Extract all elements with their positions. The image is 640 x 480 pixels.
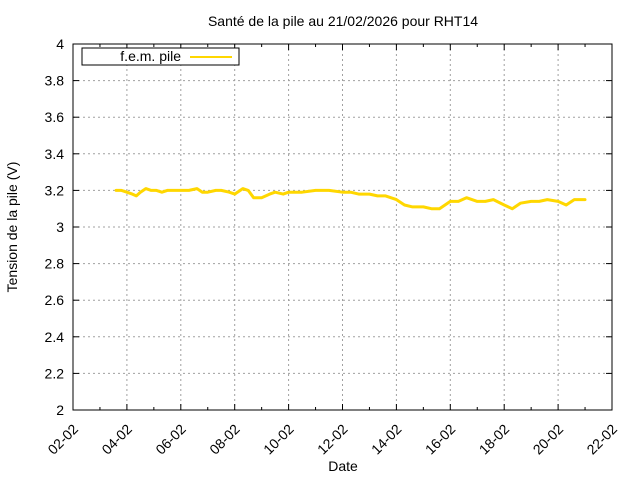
- y-axis-label: Tension de la pile (V): [4, 162, 20, 293]
- x-tick-label: 14-02: [368, 421, 405, 458]
- y-tick-label: 2: [56, 402, 64, 418]
- plot-frame: [72, 43, 613, 411]
- y-tick-label: 3: [56, 219, 64, 235]
- y-tick-label: 2.2: [45, 365, 65, 381]
- x-ticks: 02-02 04-02 06-02 08-02 10-02 12-02 14-02 16-02…: [44, 44, 620, 457]
- y-tick-label: 3.2: [45, 182, 65, 198]
- x-tick-label: 22-02: [583, 421, 620, 458]
- x-tick-label: 10-02: [260, 421, 297, 458]
- x-tick-label: 04-02: [98, 421, 135, 458]
- series-line: [114, 187, 587, 211]
- x-tick-label: 20-02: [530, 421, 567, 458]
- legend-box: [81, 47, 240, 66]
- x-tick-label: 16-02: [422, 421, 459, 458]
- y-tick-label: 3.4: [45, 146, 65, 162]
- legend-label: f.e.m. pile: [120, 48, 181, 64]
- y-tick-label: 2.8: [45, 256, 65, 272]
- y-tick-label: 3.8: [45, 73, 65, 89]
- y-tick-label: 2.4: [45, 329, 65, 345]
- x-tick-label: 12-02: [314, 421, 351, 458]
- x-tick-label: 06-02: [152, 421, 189, 458]
- series-group: [114, 187, 587, 211]
- x-tick-label: 18-02: [476, 421, 513, 458]
- y-tick-label: 2.6: [45, 292, 65, 308]
- chart-title: Santé de la pile au 21/02/2026 pour RHT1…: [208, 13, 478, 29]
- y-tick-label: 3.6: [45, 109, 65, 125]
- x-axis-label: Date: [328, 458, 358, 474]
- y-ticks: 2 2.2 2.4 2.6 2.8 3 3.2 3.4 3.6 3.8 4: [45, 36, 612, 418]
- x-tick-label: 08-02: [206, 421, 243, 458]
- legend: f.e.m. pile: [81, 47, 240, 66]
- x-tick-label: 02-02: [44, 421, 81, 458]
- y-tick-label: 4: [56, 36, 64, 52]
- grid: [73, 44, 612, 410]
